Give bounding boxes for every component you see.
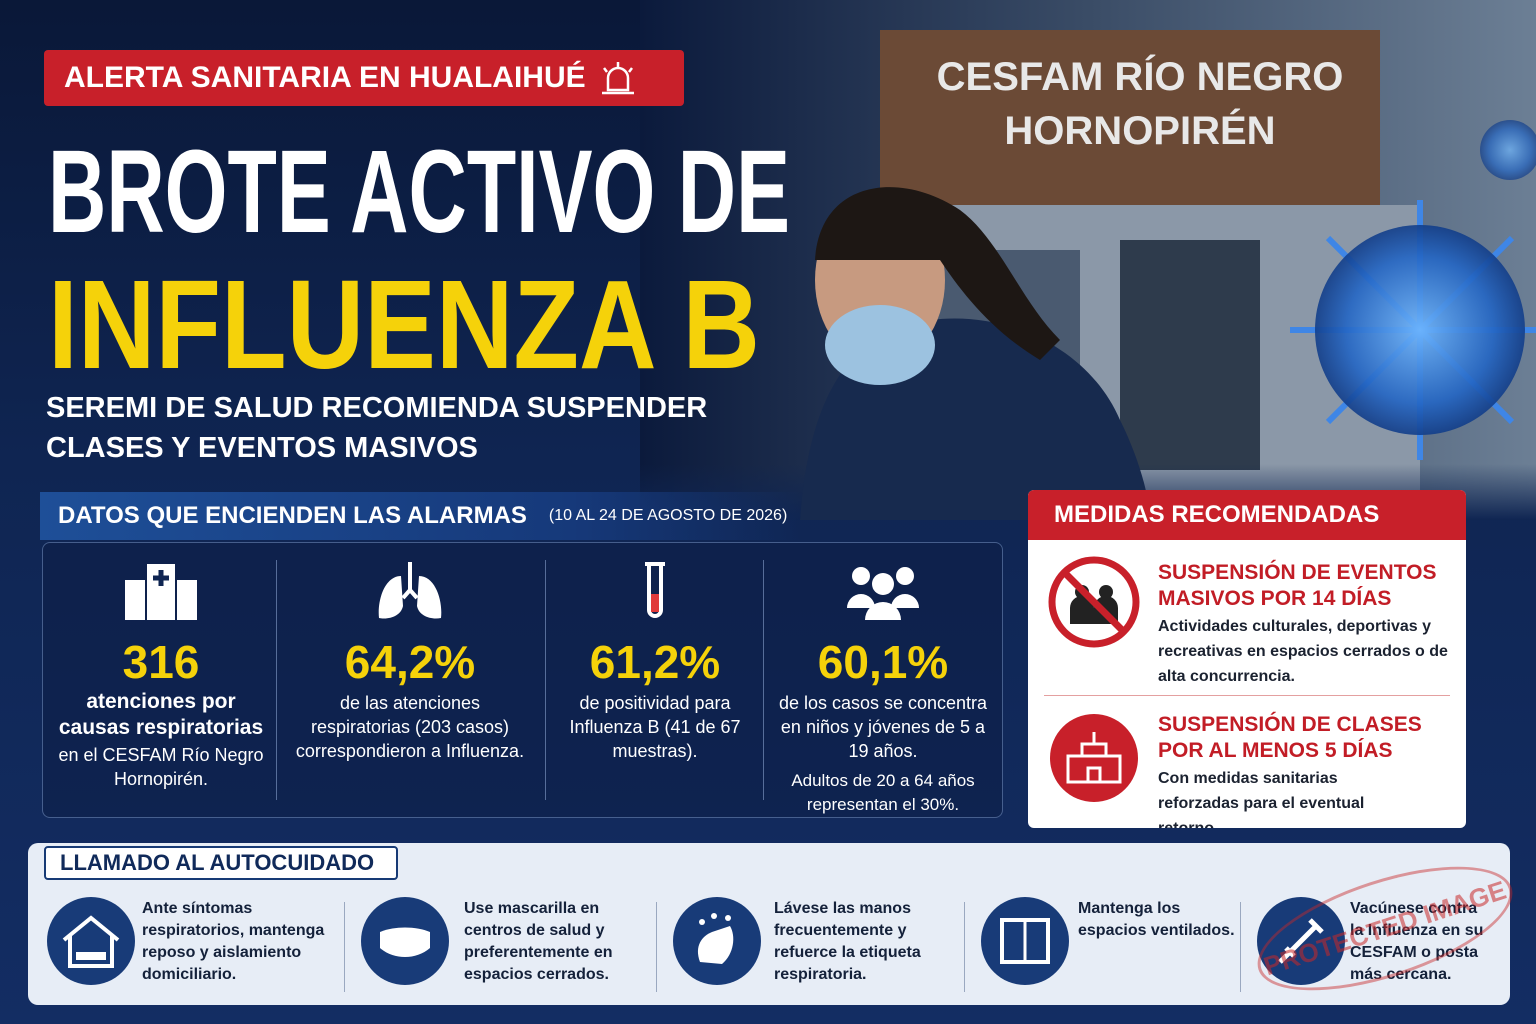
subtitle-line: CLASES Y EVENTOS MASIVOS <box>46 432 478 464</box>
selfcare-text: Vacúnese contra la Influenza en su CESFA… <box>1350 900 1484 983</box>
school-icon <box>1050 714 1138 802</box>
headline-line: INFLUENZA B <box>48 254 760 382</box>
section-title: DATOS QUE ENCIENDEN LAS ALARMAS <box>58 502 527 529</box>
selfcare-icon <box>980 896 1070 986</box>
icon <box>1257 897 1345 985</box>
people-icon <box>847 567 919 620</box>
stat-value: 60,1% <box>817 636 949 688</box>
building-sign <box>880 30 1380 210</box>
icon <box>981 897 1069 985</box>
headline: BROTE ACTIVO DE INFLUENZA B <box>48 126 790 382</box>
selfcare-icon <box>1256 896 1346 986</box>
stat-text: de positividad para Influenza B (41 de 6… <box>569 693 741 761</box>
separator <box>1044 695 1450 696</box>
selfcare-icon <box>360 896 450 986</box>
divider <box>344 902 345 992</box>
stat-text: en el CESFAM Río Negro Hornopirén. <box>58 745 264 789</box>
stat-value: 61,2% <box>589 636 721 688</box>
alarm-icon <box>601 62 634 95</box>
icon <box>47 897 135 985</box>
measure-title: SUSPENSIÓN DE EVENTOS MASIVOS POR 14 DÍA… <box>1158 561 1437 610</box>
measure-text: Con medidas sanitarias reforzadas para e… <box>1158 770 1365 828</box>
mask <box>825 305 935 385</box>
no-events-icon <box>1048 556 1140 648</box>
selfcare-text: Lávese las manos frecuentemente y refuer… <box>774 900 921 983</box>
hospital-icon <box>125 564 197 620</box>
alert-text: ALERTA SANITARIA EN HUALAIHUÉ <box>64 61 586 94</box>
measure-title: SUSPENSIÓN DE CLASES POR AL MENOS 5 DÍAS <box>1158 713 1422 762</box>
alert-badge: ALERTA SANITARIA EN HUALAIHUÉ <box>44 50 684 106</box>
selfcare-text: Ante síntomas respiratorios, mantenga re… <box>142 900 325 983</box>
selfcare-text: Mantenga los espacios ventilados. <box>1078 900 1235 939</box>
stat: 61,2% de positividad para Influenza B (4… <box>558 560 752 763</box>
lungs-icon <box>378 562 442 619</box>
stats-panel <box>42 542 1003 818</box>
sign-text: CESFAM RÍO NEGRO HORNOPIRÉN <box>900 50 1380 158</box>
selfcare-icon <box>672 896 762 986</box>
divider <box>545 560 546 800</box>
measures-box: MEDIDAS RECOMENDADAS SUSPENSIÓN DE EVENT… <box>1028 490 1466 828</box>
section-period: (10 AL 24 DE AGOSTO DE 2026) <box>548 507 788 524</box>
measures-title: MEDIDAS RECOMENDADAS <box>1028 490 1466 540</box>
divider <box>1240 902 1241 992</box>
selfcare-title: LLAMADO AL AUTOCUIDADO <box>44 846 398 880</box>
sign-line: CESFAM RÍO NEGRO <box>936 55 1344 99</box>
sign-line: HORNOPIRÉN <box>1004 109 1276 153</box>
stat-note: Adultos de 20 a 64 años representan el 3… <box>791 771 975 814</box>
selfcare-text: Use mascarilla en centros de salud y pre… <box>464 900 613 983</box>
stat: 60,1% de los casos se concentra en niños… <box>772 560 994 817</box>
stat-text: de las atenciones respiratorias (203 cas… <box>295 693 525 761</box>
icon <box>361 897 449 985</box>
section-header: DATOS QUE ENCIENDEN LAS ALARMAS (10 AL 24… <box>40 492 800 540</box>
stat-value: 64,2% <box>344 636 476 688</box>
headline-line: BROTE ACTIVO DE <box>48 126 790 258</box>
test-tube-icon <box>645 562 665 618</box>
measure-text: Actividades culturales, deportivas y rec… <box>1158 618 1448 685</box>
divider <box>276 560 277 800</box>
divider <box>656 902 657 992</box>
subtitle-line: SEREMI DE SALUD RECOMIENDA SUSPENDER <box>46 392 708 424</box>
virus <box>1290 120 1536 460</box>
icon <box>673 897 761 985</box>
stat: 316 atenciones por causas respiratorias … <box>50 560 272 791</box>
stat-lead: atenciones por causas respiratorias <box>58 690 264 739</box>
divider <box>763 560 764 800</box>
divider <box>964 902 965 992</box>
stat-text: de los casos se concentra en niños y jóv… <box>778 693 988 761</box>
stat-value: 316 <box>122 636 200 688</box>
stat: 64,2% de las atenciones respiratorias (2… <box>290 560 530 763</box>
person-hair <box>815 187 1060 360</box>
selfcare-icon <box>46 896 136 986</box>
